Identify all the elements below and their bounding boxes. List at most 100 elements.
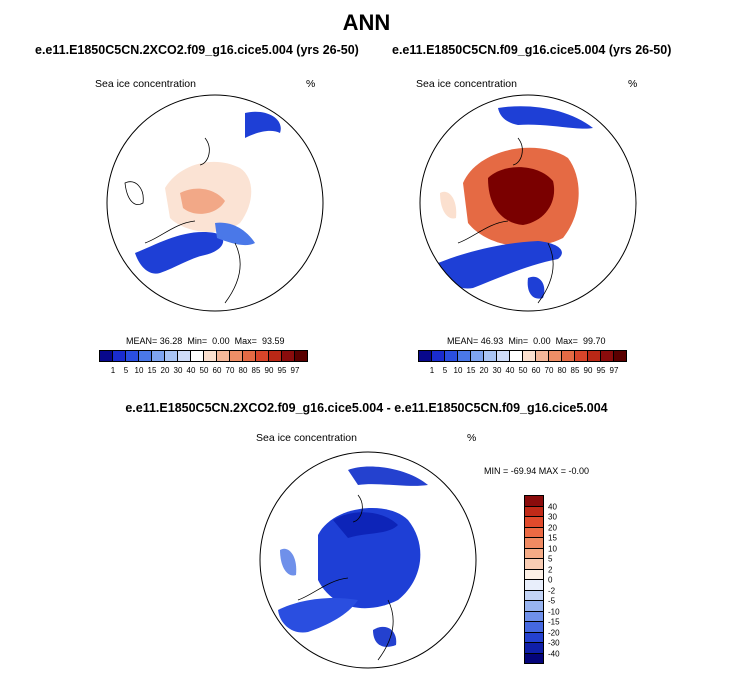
colorbar-tick-label: 30 — [173, 366, 183, 375]
panel2-ice-core — [488, 167, 555, 225]
colorbar-swatch — [600, 350, 614, 362]
colorbar-tick-label: 5 — [442, 366, 448, 375]
colorbar-swatch — [444, 350, 458, 362]
colorbar-tick-label: 95 — [277, 366, 287, 375]
panel1-map-border — [106, 94, 324, 312]
colorbar-tick-label: 30 — [548, 512, 557, 522]
colorbar-swatch — [548, 350, 562, 362]
diff-colorbar — [524, 495, 544, 664]
panel1-polar-map — [106, 94, 324, 312]
colorbar-swatch — [268, 350, 282, 362]
colorbar-tick-label: -10 — [548, 607, 560, 616]
colorbar-swatch — [164, 350, 178, 362]
colorbar-swatch — [457, 350, 471, 362]
colorbar-tick-label: 10 — [548, 544, 557, 553]
colorbar-tick-label: 20 — [479, 366, 489, 375]
panel1-ice-core — [180, 188, 225, 214]
colorbar-tick-label: -30 — [548, 638, 560, 648]
colorbar-tick-label: 80 — [238, 366, 248, 375]
diff-minmax: MIN = -69.94 MAX = -0.00 — [484, 466, 590, 476]
colorbar-swatch — [125, 350, 139, 362]
panel2-map-border — [419, 94, 637, 312]
colorbar-tick-label: 70 — [225, 366, 235, 375]
panel1-colorbar — [99, 350, 308, 362]
panel2-colorbar — [418, 350, 627, 362]
colorbar-swatch — [294, 350, 308, 362]
colorbar-tick-label: 20 — [548, 523, 557, 532]
panel1-variable-label: Sea ice concentration — [95, 78, 196, 90]
colorbar-swatch — [483, 350, 497, 362]
colorbar-tick-label: 10 — [453, 366, 463, 375]
colorbar-swatch — [613, 350, 627, 362]
colorbar-swatch — [151, 350, 165, 362]
colorbar-tick-label: 1 — [429, 366, 435, 375]
colorbar-swatch — [535, 350, 549, 362]
panel1-case-title: e.e11.E1850C5CN.2XCO2.f09_g16.cice5.004 … — [35, 43, 359, 57]
colorbar-swatch — [99, 350, 113, 362]
colorbar-tick-label: 97 — [609, 366, 619, 375]
diff-units-label: % — [467, 432, 477, 444]
colorbar-tick-label: -20 — [548, 628, 560, 637]
diff-variable-label: Sea ice concentration — [256, 432, 357, 444]
colorbar-tick-label: 50 — [518, 366, 528, 375]
panel2-case-title: e.e11.E1850C5CN.f09_g16.cice5.004 (yrs 2… — [392, 43, 672, 57]
colorbar-tick-label: 15 — [548, 533, 557, 543]
panel1-ice-edge-atlantic — [135, 232, 224, 274]
colorbar-swatch — [177, 350, 191, 362]
colorbar-swatch — [587, 350, 601, 362]
colorbar-tick-label: 60 — [212, 366, 222, 375]
colorbar-tick-label: -5 — [548, 596, 556, 606]
panel2-variable-label: Sea ice concentration — [416, 78, 517, 90]
colorbar-tick-label: 30 — [492, 366, 502, 375]
colorbar-tick-label: 80 — [557, 366, 567, 375]
colorbar-swatch — [281, 350, 295, 362]
colorbar-swatch — [112, 350, 126, 362]
colorbar-tick-label: 97 — [290, 366, 300, 375]
colorbar-tick-label: 85 — [251, 366, 261, 375]
colorbar-swatch — [216, 350, 230, 362]
panel2-units-label: % — [628, 78, 638, 90]
main-title: ANN — [342, 10, 391, 35]
colorbar-tick-label: 40 — [186, 366, 196, 375]
colorbar-tick-label: -15 — [548, 617, 560, 627]
colorbar-tick-label: 15 — [466, 366, 476, 375]
colorbar-tick-label: -40 — [548, 649, 560, 658]
colorbar-tick-label: 15 — [147, 366, 157, 375]
colorbar-tick-label: 5 — [548, 554, 553, 564]
colorbar-tick-label: 50 — [199, 366, 209, 375]
panel2-ice-edge-atlantic — [438, 241, 562, 289]
diff-ice-loss-central — [318, 508, 421, 609]
colorbar-swatch — [138, 350, 152, 362]
colorbar-tick-label: 70 — [544, 366, 554, 375]
colorbar-tick-label: 90 — [264, 366, 274, 375]
colorbar-tick-label: 40 — [548, 502, 557, 511]
colorbar-swatch — [190, 350, 204, 362]
colorbar-tick-label: 2 — [548, 565, 553, 574]
colorbar-swatch — [561, 350, 575, 362]
panel1-units-label: % — [306, 78, 316, 90]
panel2-polar-map — [419, 94, 637, 312]
colorbar-swatch — [255, 350, 269, 362]
colorbar-tick-label: 1 — [110, 366, 116, 375]
colorbar-tick-label: -2 — [548, 586, 556, 595]
colorbar-swatch — [574, 350, 588, 362]
diff-map-border — [259, 451, 477, 669]
colorbar-tick-label: 60 — [531, 366, 541, 375]
panel1-stats: MEAN= 36.28 Min= 0.00 Max= 93.59 — [126, 336, 285, 346]
colorbar-tick-label: 5 — [123, 366, 129, 375]
colorbar-tick-label: 10 — [134, 366, 144, 375]
panel2-ice-edge-pacific — [498, 106, 593, 129]
colorbar-swatch — [203, 350, 217, 362]
colorbar-tick-label: 0 — [548, 575, 553, 585]
colorbar-swatch — [229, 350, 243, 362]
colorbar-swatch — [496, 350, 510, 362]
panel2-stats: MEAN= 46.93 Min= 0.00 Max= 99.70 — [447, 336, 606, 346]
colorbar-swatch — [522, 350, 536, 362]
diff-title: e.e11.E1850C5CN.2XCO2.f09_g16.cice5.004 … — [125, 401, 608, 415]
colorbar-tick-label: 90 — [583, 366, 593, 375]
colorbar-swatch — [431, 350, 445, 362]
colorbar-swatch — [470, 350, 484, 362]
colorbar-swatch — [242, 350, 256, 362]
colorbar-swatch — [524, 652, 544, 664]
colorbar-tick-label: 95 — [596, 366, 606, 375]
